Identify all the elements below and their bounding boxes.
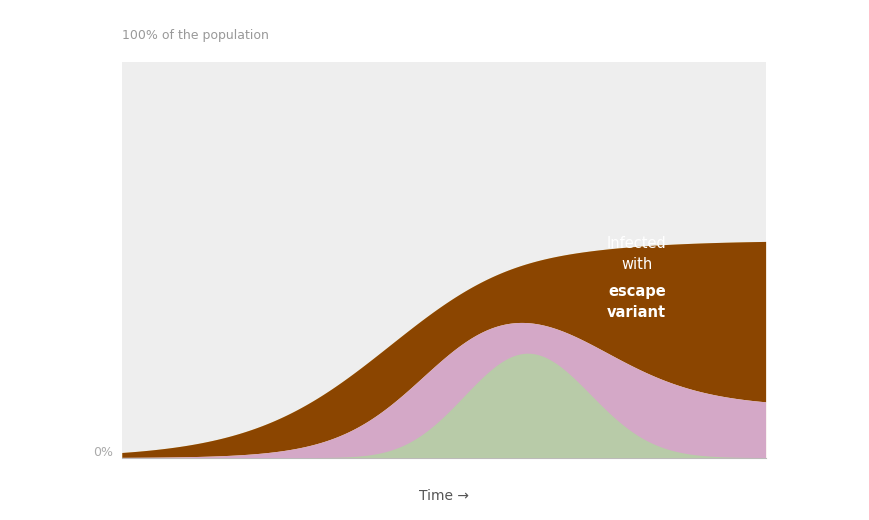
Text: 100% of the population: 100% of the population <box>122 29 269 42</box>
Text: escape
variant: escape variant <box>607 284 666 320</box>
Text: Infected
with: Infected with <box>607 236 666 272</box>
Text: 0%: 0% <box>93 446 113 459</box>
Text: Time →: Time → <box>418 489 468 503</box>
